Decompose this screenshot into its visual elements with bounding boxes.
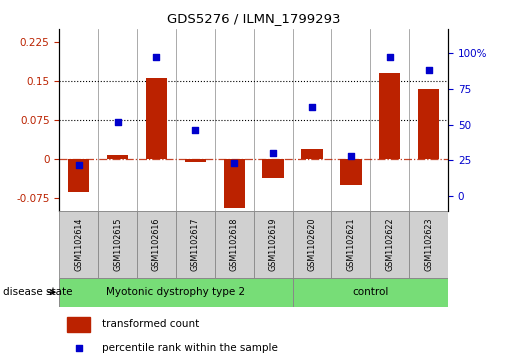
Bar xyxy=(224,159,245,208)
Text: disease state: disease state xyxy=(3,287,72,297)
Text: GSM1102616: GSM1102616 xyxy=(152,217,161,271)
Bar xyxy=(146,78,167,159)
Bar xyxy=(107,155,128,159)
Text: GSM1102621: GSM1102621 xyxy=(347,217,355,271)
Text: GSM1102617: GSM1102617 xyxy=(191,217,200,271)
FancyBboxPatch shape xyxy=(293,211,332,278)
Bar xyxy=(301,149,323,159)
Bar xyxy=(418,89,439,159)
FancyBboxPatch shape xyxy=(98,211,137,278)
Bar xyxy=(68,159,90,192)
Text: GSM1102619: GSM1102619 xyxy=(269,217,278,271)
Text: GSM1102615: GSM1102615 xyxy=(113,217,122,271)
Text: GSM1102618: GSM1102618 xyxy=(230,217,238,271)
FancyBboxPatch shape xyxy=(253,211,293,278)
Text: GSM1102620: GSM1102620 xyxy=(307,217,316,271)
FancyBboxPatch shape xyxy=(370,211,409,278)
Point xyxy=(75,345,83,351)
Text: percentile rank within the sample: percentile rank within the sample xyxy=(102,343,278,352)
Text: GSM1102622: GSM1102622 xyxy=(385,217,394,271)
Point xyxy=(424,67,433,73)
Point xyxy=(75,162,83,168)
FancyBboxPatch shape xyxy=(176,211,215,278)
Text: GSM1102614: GSM1102614 xyxy=(74,217,83,271)
Bar xyxy=(184,159,206,162)
Bar xyxy=(379,73,401,159)
Bar xyxy=(67,317,90,332)
Point xyxy=(269,150,277,156)
Point xyxy=(347,153,355,159)
Point xyxy=(230,160,238,166)
FancyBboxPatch shape xyxy=(409,211,448,278)
FancyBboxPatch shape xyxy=(293,278,448,307)
Point xyxy=(113,119,122,125)
Point xyxy=(191,127,199,133)
Text: GSM1102623: GSM1102623 xyxy=(424,217,433,271)
Point xyxy=(152,54,161,60)
Text: Myotonic dystrophy type 2: Myotonic dystrophy type 2 xyxy=(106,287,246,297)
Title: GDS5276 / ILMN_1799293: GDS5276 / ILMN_1799293 xyxy=(167,12,340,25)
Bar xyxy=(262,159,284,178)
FancyBboxPatch shape xyxy=(215,211,253,278)
Point xyxy=(386,54,394,60)
FancyBboxPatch shape xyxy=(59,211,98,278)
Point xyxy=(308,105,316,110)
FancyBboxPatch shape xyxy=(332,211,370,278)
FancyBboxPatch shape xyxy=(137,211,176,278)
Text: control: control xyxy=(352,287,388,297)
Text: transformed count: transformed count xyxy=(102,319,199,330)
Bar xyxy=(340,159,362,185)
FancyBboxPatch shape xyxy=(59,278,293,307)
